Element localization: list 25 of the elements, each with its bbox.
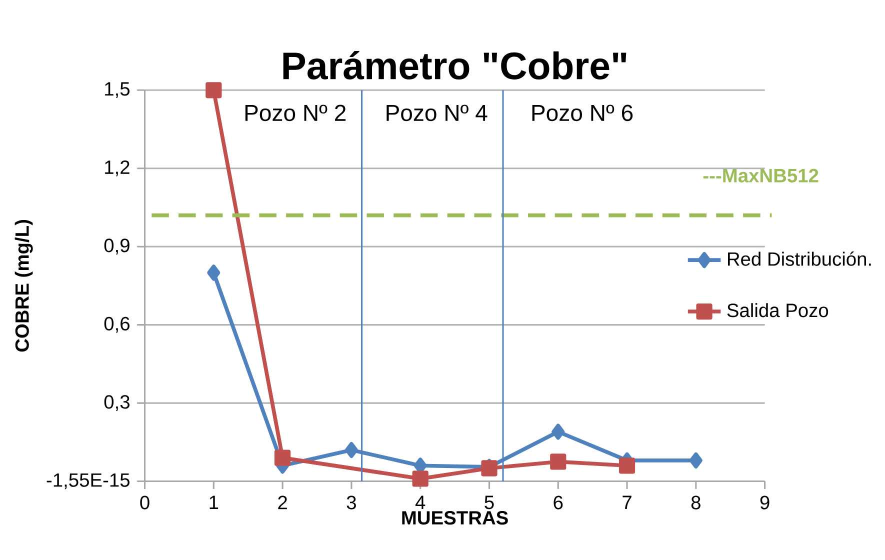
x-tick-label: 2 xyxy=(278,496,287,510)
x-tick-label: 0 xyxy=(140,496,150,510)
annotation: Pozo Nº 4 xyxy=(386,104,488,122)
y-tick-label: 0,9 xyxy=(104,238,130,255)
x-tick-label: 9 xyxy=(760,496,770,510)
x-tick-label: 5 xyxy=(484,496,494,510)
annotation: Pozo Nº 2 xyxy=(245,104,346,122)
legend-label: Red Distribución. xyxy=(728,252,871,266)
y-axis-title: COBRE (mg/L) xyxy=(14,220,33,352)
ref-line-label: ---MaxNB512 xyxy=(703,168,818,182)
x-tick-label: 3 xyxy=(346,496,356,510)
annotation: Pozo Nº 6 xyxy=(532,104,633,122)
x-tick-label: 1 xyxy=(210,496,218,509)
x-axis-title: MUESTRAS xyxy=(402,511,508,525)
y-tick-label: 1,5 xyxy=(105,82,130,98)
y-tick-label: 0,6 xyxy=(104,316,130,333)
y-tick-label: -1,55E-15 xyxy=(46,473,130,490)
chart-title: Parámetro "Cobre" xyxy=(283,51,626,80)
x-tick-label: 7 xyxy=(622,496,632,509)
legend-label: Salida Pozo xyxy=(727,303,828,318)
y-tick-label: 1,2 xyxy=(105,160,130,176)
x-tick-label: 6 xyxy=(554,496,563,510)
y-tick-label: 0,3 xyxy=(104,395,130,412)
x-tick-label: 8 xyxy=(691,496,700,510)
x-tick-label: 4 xyxy=(415,496,426,509)
